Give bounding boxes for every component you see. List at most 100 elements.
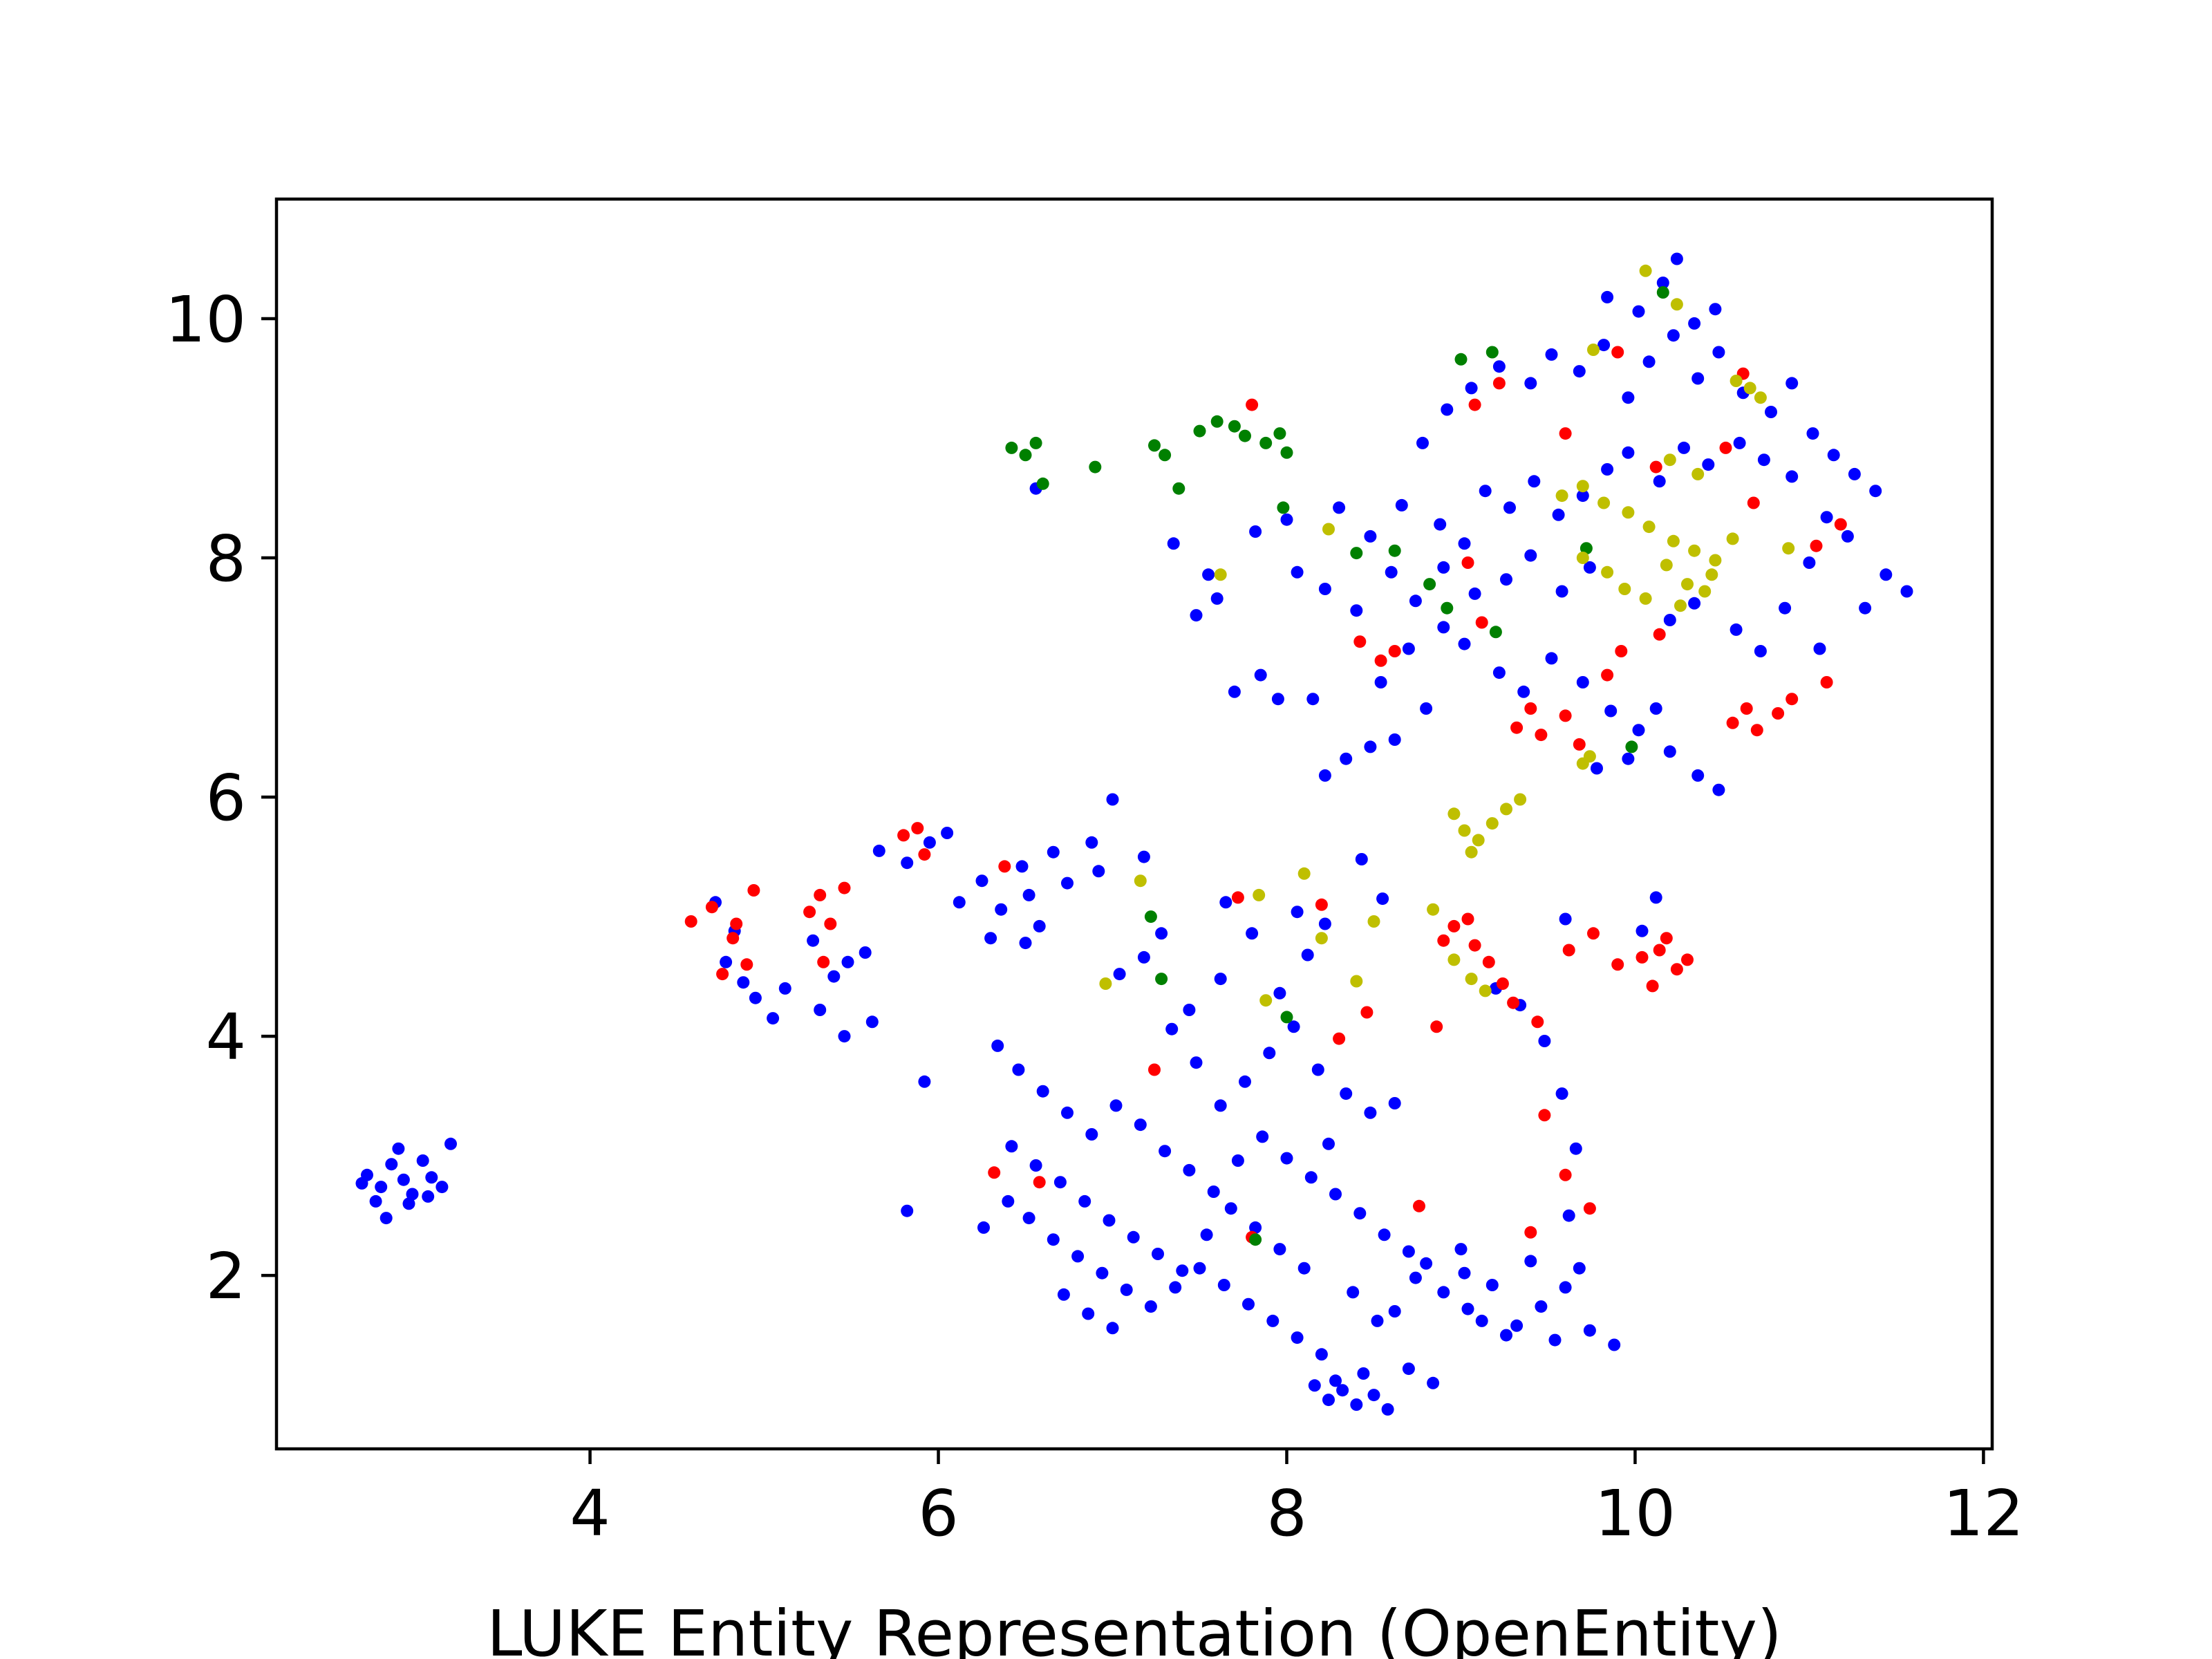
scatter-point-s0-222: [1524, 1255, 1537, 1268]
scatter-point-s3-42: [1350, 975, 1363, 988]
scatter-point-s0-195: [1291, 1331, 1304, 1344]
scatter-point-s2-12: [1259, 436, 1273, 449]
scatter-point-s2-25: [1656, 286, 1669, 299]
scatter-point-s1-19: [1374, 654, 1387, 667]
scatter-point-s0-94: [1573, 365, 1586, 378]
scatter-point-s0-31: [923, 836, 936, 849]
scatter-point-s1-74: [988, 1166, 1001, 1179]
scatter-point-s3-6: [1663, 453, 1676, 467]
scatter-point-s1-28: [1573, 738, 1586, 751]
scatter-point-s1-47: [1747, 496, 1760, 509]
scatter-point-s2-18: [1454, 353, 1468, 366]
scatter-point-s0-79: [1503, 501, 1516, 514]
y-tick-label-3: 8: [205, 522, 246, 596]
scatter-point-s0-180: [1190, 1056, 1203, 1069]
scatter-point-s0-114: [1827, 449, 1840, 462]
scatter-point-s2-9: [1210, 415, 1224, 428]
scatter-point-s1-13: [911, 822, 924, 835]
scatter-point-s0-231: [1538, 1035, 1551, 1047]
scatter-point-s0-5: [416, 1154, 429, 1167]
scatter-point-s3-46: [1259, 994, 1273, 1007]
scatter-point-s0-133: [1591, 762, 1603, 775]
scatter-point-s1-3: [740, 958, 753, 971]
scatter-point-s0-120: [1880, 568, 1893, 581]
scatter-point-s0-194: [1266, 1314, 1280, 1327]
scatter-point-s0-252: [1273, 986, 1286, 1000]
scatter-point-s3-41: [1479, 984, 1492, 997]
scatter-point-s3-43: [1367, 915, 1380, 928]
scatter-point-s0-145: [1583, 561, 1596, 574]
scatter-point-s0-235: [1029, 1159, 1042, 1172]
scatter-point-s0-139: [1318, 769, 1331, 782]
scatter-point-s3-7: [1691, 467, 1705, 480]
scatter-point-s0-183: [1002, 1194, 1015, 1208]
x-tick-label-2: 8: [1266, 1477, 1307, 1550]
scatter-point-s0-242: [1200, 1228, 1213, 1241]
scatter-point-s3-2: [1587, 344, 1600, 356]
scatter-point-s0-172: [1239, 1075, 1251, 1088]
scatter-point-s0-238: [1103, 1214, 1116, 1227]
scatter-point-s0-65: [1437, 561, 1450, 574]
scatter-point-s0-243: [1224, 1202, 1237, 1215]
scatter-point-s0-162: [1207, 1185, 1220, 1198]
scatter-point-s0-151: [1803, 556, 1816, 569]
scatter-point-s2-27: [1155, 973, 1168, 986]
scatter-point-s1-33: [1740, 702, 1753, 715]
scatter-point-s1-23: [1475, 616, 1488, 629]
scatter-point-s0-210: [1437, 1286, 1450, 1299]
scatter-point-s1-16: [1246, 398, 1259, 411]
scatter-point-s3-26: [1782, 542, 1795, 555]
scatter-point-s0-182: [977, 1221, 990, 1234]
scatter-point-s1-26: [1535, 729, 1548, 742]
scatter-point-s0-110: [1733, 436, 1746, 449]
scatter-point-s0-29: [872, 844, 885, 857]
scatter-point-s1-24: [1524, 702, 1537, 715]
scatter-point-s0-10: [379, 1212, 393, 1225]
scatter-point-s1-11: [817, 955, 830, 968]
scatter-point-s0-185: [1047, 1233, 1060, 1246]
scatter-point-s0-147: [1688, 597, 1701, 610]
scatter-point-s0-83: [1601, 463, 1614, 476]
scatter-point-s0-248: [1371, 1314, 1384, 1327]
scatter-point-s2-24: [1625, 740, 1638, 753]
scatter-point-s0-74: [1364, 529, 1377, 543]
points-layer: [355, 252, 1913, 1416]
scatter-point-s0-118: [1841, 529, 1854, 543]
scatter-point-s1-63: [1681, 953, 1694, 966]
x-axis: 4 6 8 10 12: [570, 1449, 2024, 1550]
scatter-point-s0-190: [1169, 1281, 1182, 1294]
scatter-point-s0-82: [1576, 489, 1589, 503]
scatter-point-s3-10: [1597, 496, 1611, 509]
scatter-point-s3-25: [1698, 585, 1712, 598]
scatter-point-s3-4: [1743, 382, 1756, 395]
scatter-point-s3-31: [1472, 834, 1485, 847]
scatter-point-s0-191: [1193, 1262, 1206, 1275]
scatter-point-s3-32: [1485, 817, 1499, 830]
scatter-point-s0-109: [1709, 303, 1722, 316]
scatter-point-s1-52: [1507, 996, 1520, 1009]
scatter-point-s0-130: [1663, 745, 1676, 758]
scatter-point-s0-205: [1381, 1403, 1394, 1416]
scatter-point-s3-8: [1555, 489, 1568, 503]
scatter-point-s3-19: [1660, 559, 1673, 572]
scatter-point-s1-38: [1810, 539, 1823, 552]
scatter-point-s0-108: [1688, 317, 1701, 330]
scatter-point-s2-6: [1159, 449, 1172, 462]
y-tick-label-1: 4: [205, 1000, 246, 1074]
scatter-point-s0-28: [859, 946, 872, 959]
scatter-point-s0-52: [1301, 948, 1314, 962]
scatter-point-s0-239: [1127, 1230, 1140, 1244]
scatter-point-s1-27: [1559, 709, 1572, 722]
scatter-point-s0-192: [1217, 1279, 1230, 1291]
scatter-point-s0-35: [1015, 860, 1029, 873]
scatter-point-s0-55: [1228, 685, 1241, 698]
scatter-point-s0-4: [406, 1188, 419, 1201]
scatter-point-s3-39: [1447, 953, 1461, 966]
scatter-point-s0-86: [1678, 441, 1690, 454]
scatter-point-s2-15: [1277, 501, 1290, 514]
plot-frame: [274, 197, 1994, 1451]
scatter-point-s0-106: [1656, 276, 1669, 290]
scatter-point-s0-116: [1869, 485, 1882, 498]
scatter-point-s0-8: [392, 1142, 405, 1155]
scatter-point-s1-20: [1353, 635, 1367, 648]
